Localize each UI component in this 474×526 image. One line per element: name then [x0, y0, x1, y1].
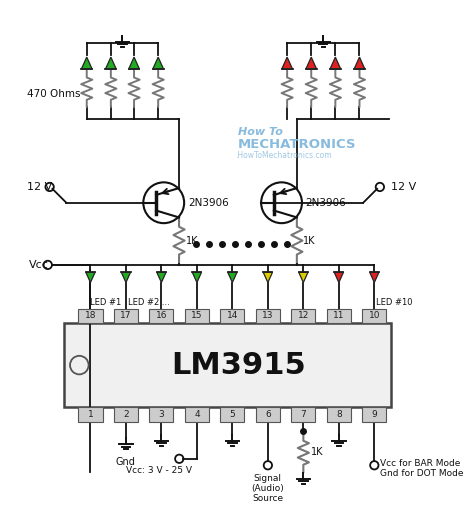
FancyBboxPatch shape	[256, 407, 280, 422]
Text: 12 V: 12 V	[391, 182, 416, 192]
Text: 17: 17	[120, 311, 132, 320]
Text: 1K: 1K	[311, 447, 323, 457]
FancyBboxPatch shape	[362, 309, 386, 323]
Text: 5: 5	[229, 410, 235, 419]
Polygon shape	[306, 57, 317, 69]
FancyBboxPatch shape	[292, 309, 315, 323]
Text: 4: 4	[194, 410, 200, 419]
Text: Vcc for BAR Mode
Gnd for DOT Mode: Vcc for BAR Mode Gnd for DOT Mode	[380, 459, 464, 478]
Polygon shape	[157, 272, 166, 282]
FancyBboxPatch shape	[327, 309, 351, 323]
Text: 12 V: 12 V	[27, 182, 53, 192]
Text: 7: 7	[301, 410, 306, 419]
FancyBboxPatch shape	[220, 407, 245, 422]
Text: 470 Ohms: 470 Ohms	[27, 89, 81, 99]
FancyBboxPatch shape	[185, 407, 209, 422]
Text: LED #10: LED #10	[376, 298, 413, 307]
FancyBboxPatch shape	[114, 309, 138, 323]
Text: Vcc: Vcc	[29, 260, 49, 270]
Polygon shape	[228, 272, 237, 282]
Polygon shape	[192, 272, 201, 282]
FancyBboxPatch shape	[185, 309, 209, 323]
Text: 2N3906: 2N3906	[306, 198, 346, 208]
Polygon shape	[82, 57, 92, 69]
Text: 6: 6	[265, 410, 271, 419]
Text: Gnd: Gnd	[116, 457, 136, 467]
Text: 1K: 1K	[303, 236, 316, 246]
Text: 15: 15	[191, 311, 203, 320]
Polygon shape	[334, 272, 344, 282]
Text: 13: 13	[262, 311, 273, 320]
FancyBboxPatch shape	[220, 309, 245, 323]
Text: Signal
(Audio)
Source: Signal (Audio) Source	[252, 473, 284, 503]
FancyBboxPatch shape	[64, 323, 391, 407]
Polygon shape	[121, 272, 130, 282]
Text: MECHATRONICS: MECHATRONICS	[238, 138, 356, 151]
Polygon shape	[153, 57, 164, 69]
Polygon shape	[86, 272, 95, 282]
FancyBboxPatch shape	[362, 407, 386, 422]
Text: 14: 14	[227, 311, 238, 320]
Text: 2: 2	[123, 410, 129, 419]
Polygon shape	[282, 57, 292, 69]
Polygon shape	[354, 57, 365, 69]
Text: LED #1: LED #1	[91, 298, 122, 307]
Text: LM3915: LM3915	[172, 351, 306, 380]
Text: 9: 9	[372, 410, 377, 419]
Text: 10: 10	[369, 311, 380, 320]
Text: 18: 18	[85, 311, 96, 320]
FancyBboxPatch shape	[149, 309, 173, 323]
Text: 2N3906: 2N3906	[188, 198, 228, 208]
Text: How To: How To	[238, 127, 283, 137]
Text: Vcc: 3 V - 25 V: Vcc: 3 V - 25 V	[126, 466, 192, 475]
FancyBboxPatch shape	[114, 407, 138, 422]
Text: LED #2 ...: LED #2 ...	[128, 298, 170, 307]
FancyBboxPatch shape	[327, 407, 351, 422]
FancyBboxPatch shape	[149, 407, 173, 422]
Text: .HowToMechatronics.com: .HowToMechatronics.com	[235, 151, 332, 160]
Text: 1K: 1K	[185, 236, 198, 246]
Polygon shape	[370, 272, 379, 282]
Text: 12: 12	[298, 311, 309, 320]
Polygon shape	[263, 272, 273, 282]
Text: 3: 3	[158, 410, 164, 419]
FancyBboxPatch shape	[256, 309, 280, 323]
FancyBboxPatch shape	[292, 407, 315, 422]
FancyBboxPatch shape	[78, 309, 102, 323]
Polygon shape	[105, 57, 116, 69]
Text: 11: 11	[333, 311, 345, 320]
Polygon shape	[299, 272, 308, 282]
Text: 16: 16	[155, 311, 167, 320]
Polygon shape	[330, 57, 341, 69]
Polygon shape	[128, 57, 139, 69]
Text: 1: 1	[88, 410, 93, 419]
Text: 8: 8	[336, 410, 342, 419]
FancyBboxPatch shape	[78, 407, 102, 422]
